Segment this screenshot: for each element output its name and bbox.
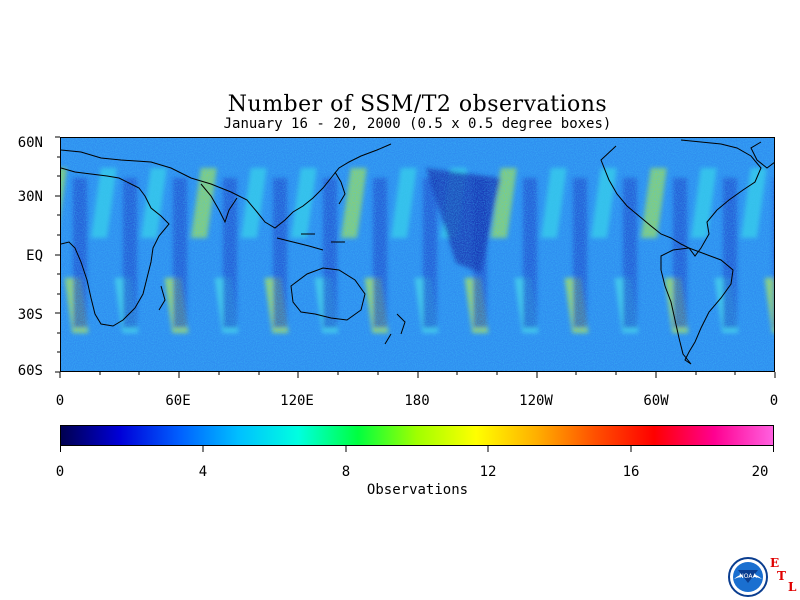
etl-logo: E T L <box>768 556 800 596</box>
lon-label-120w: 120W <box>519 393 553 409</box>
etl-letter-t: T <box>777 569 786 583</box>
coast-south-america <box>660 247 734 365</box>
lon-label-60w: 60W <box>643 393 669 409</box>
colorbar-tick-0: 0 <box>55 464 65 480</box>
etl-letter-e: E <box>770 556 780 570</box>
lon-label-0: 0 <box>55 393 65 409</box>
lat-label-eq: EQ <box>26 248 43 264</box>
chart-subtitle: January 16 - 20, 2000 (0.5 x 0.5 degree … <box>223 116 612 132</box>
coastlines <box>61 139 774 365</box>
noaa-logo-text: NOAA <box>739 573 757 580</box>
coast-greenland <box>750 141 774 169</box>
coast-new-zealand <box>384 313 406 345</box>
coast-madagascar <box>158 285 166 311</box>
map-image <box>61 138 774 371</box>
coast-africa <box>61 167 170 327</box>
lat-label-60n: 60N <box>17 135 43 151</box>
coast-north-america <box>600 139 762 257</box>
lat-label-60s: 60S <box>17 363 43 379</box>
colorbar-tick-20: 20 <box>751 464 769 480</box>
coast-eurasia <box>61 143 392 229</box>
chart-title: Number of SSM/T2 observations <box>227 92 608 117</box>
coast-indonesia <box>276 233 345 251</box>
map-ticks <box>55 136 776 378</box>
lon-label-60e: 60E <box>165 393 191 409</box>
lon-label-180: 180 <box>404 393 430 409</box>
observation-map <box>60 137 775 372</box>
etl-letter-l: L <box>788 580 797 594</box>
noaa-logo: NOAA <box>728 557 768 597</box>
lon-label-120e: 120E <box>280 393 314 409</box>
colorbar-tick-4: 4 <box>198 464 208 480</box>
coast-australia <box>290 267 366 321</box>
coast-india <box>200 183 238 224</box>
colorbar-tick-8: 8 <box>341 464 351 480</box>
colorbar-ticks <box>60 446 774 452</box>
colorbar <box>60 425 774 446</box>
lon-label-0-east: 0 <box>769 393 779 409</box>
colorbar-tick-16: 16 <box>622 464 640 480</box>
lat-label-30s: 30S <box>17 307 43 323</box>
colorbar-label: Observations <box>366 482 469 498</box>
lat-label-30n: 30N <box>17 189 43 205</box>
coast-japan <box>334 171 346 205</box>
colorbar-tick-12: 12 <box>479 464 497 480</box>
map-noise <box>61 138 774 371</box>
